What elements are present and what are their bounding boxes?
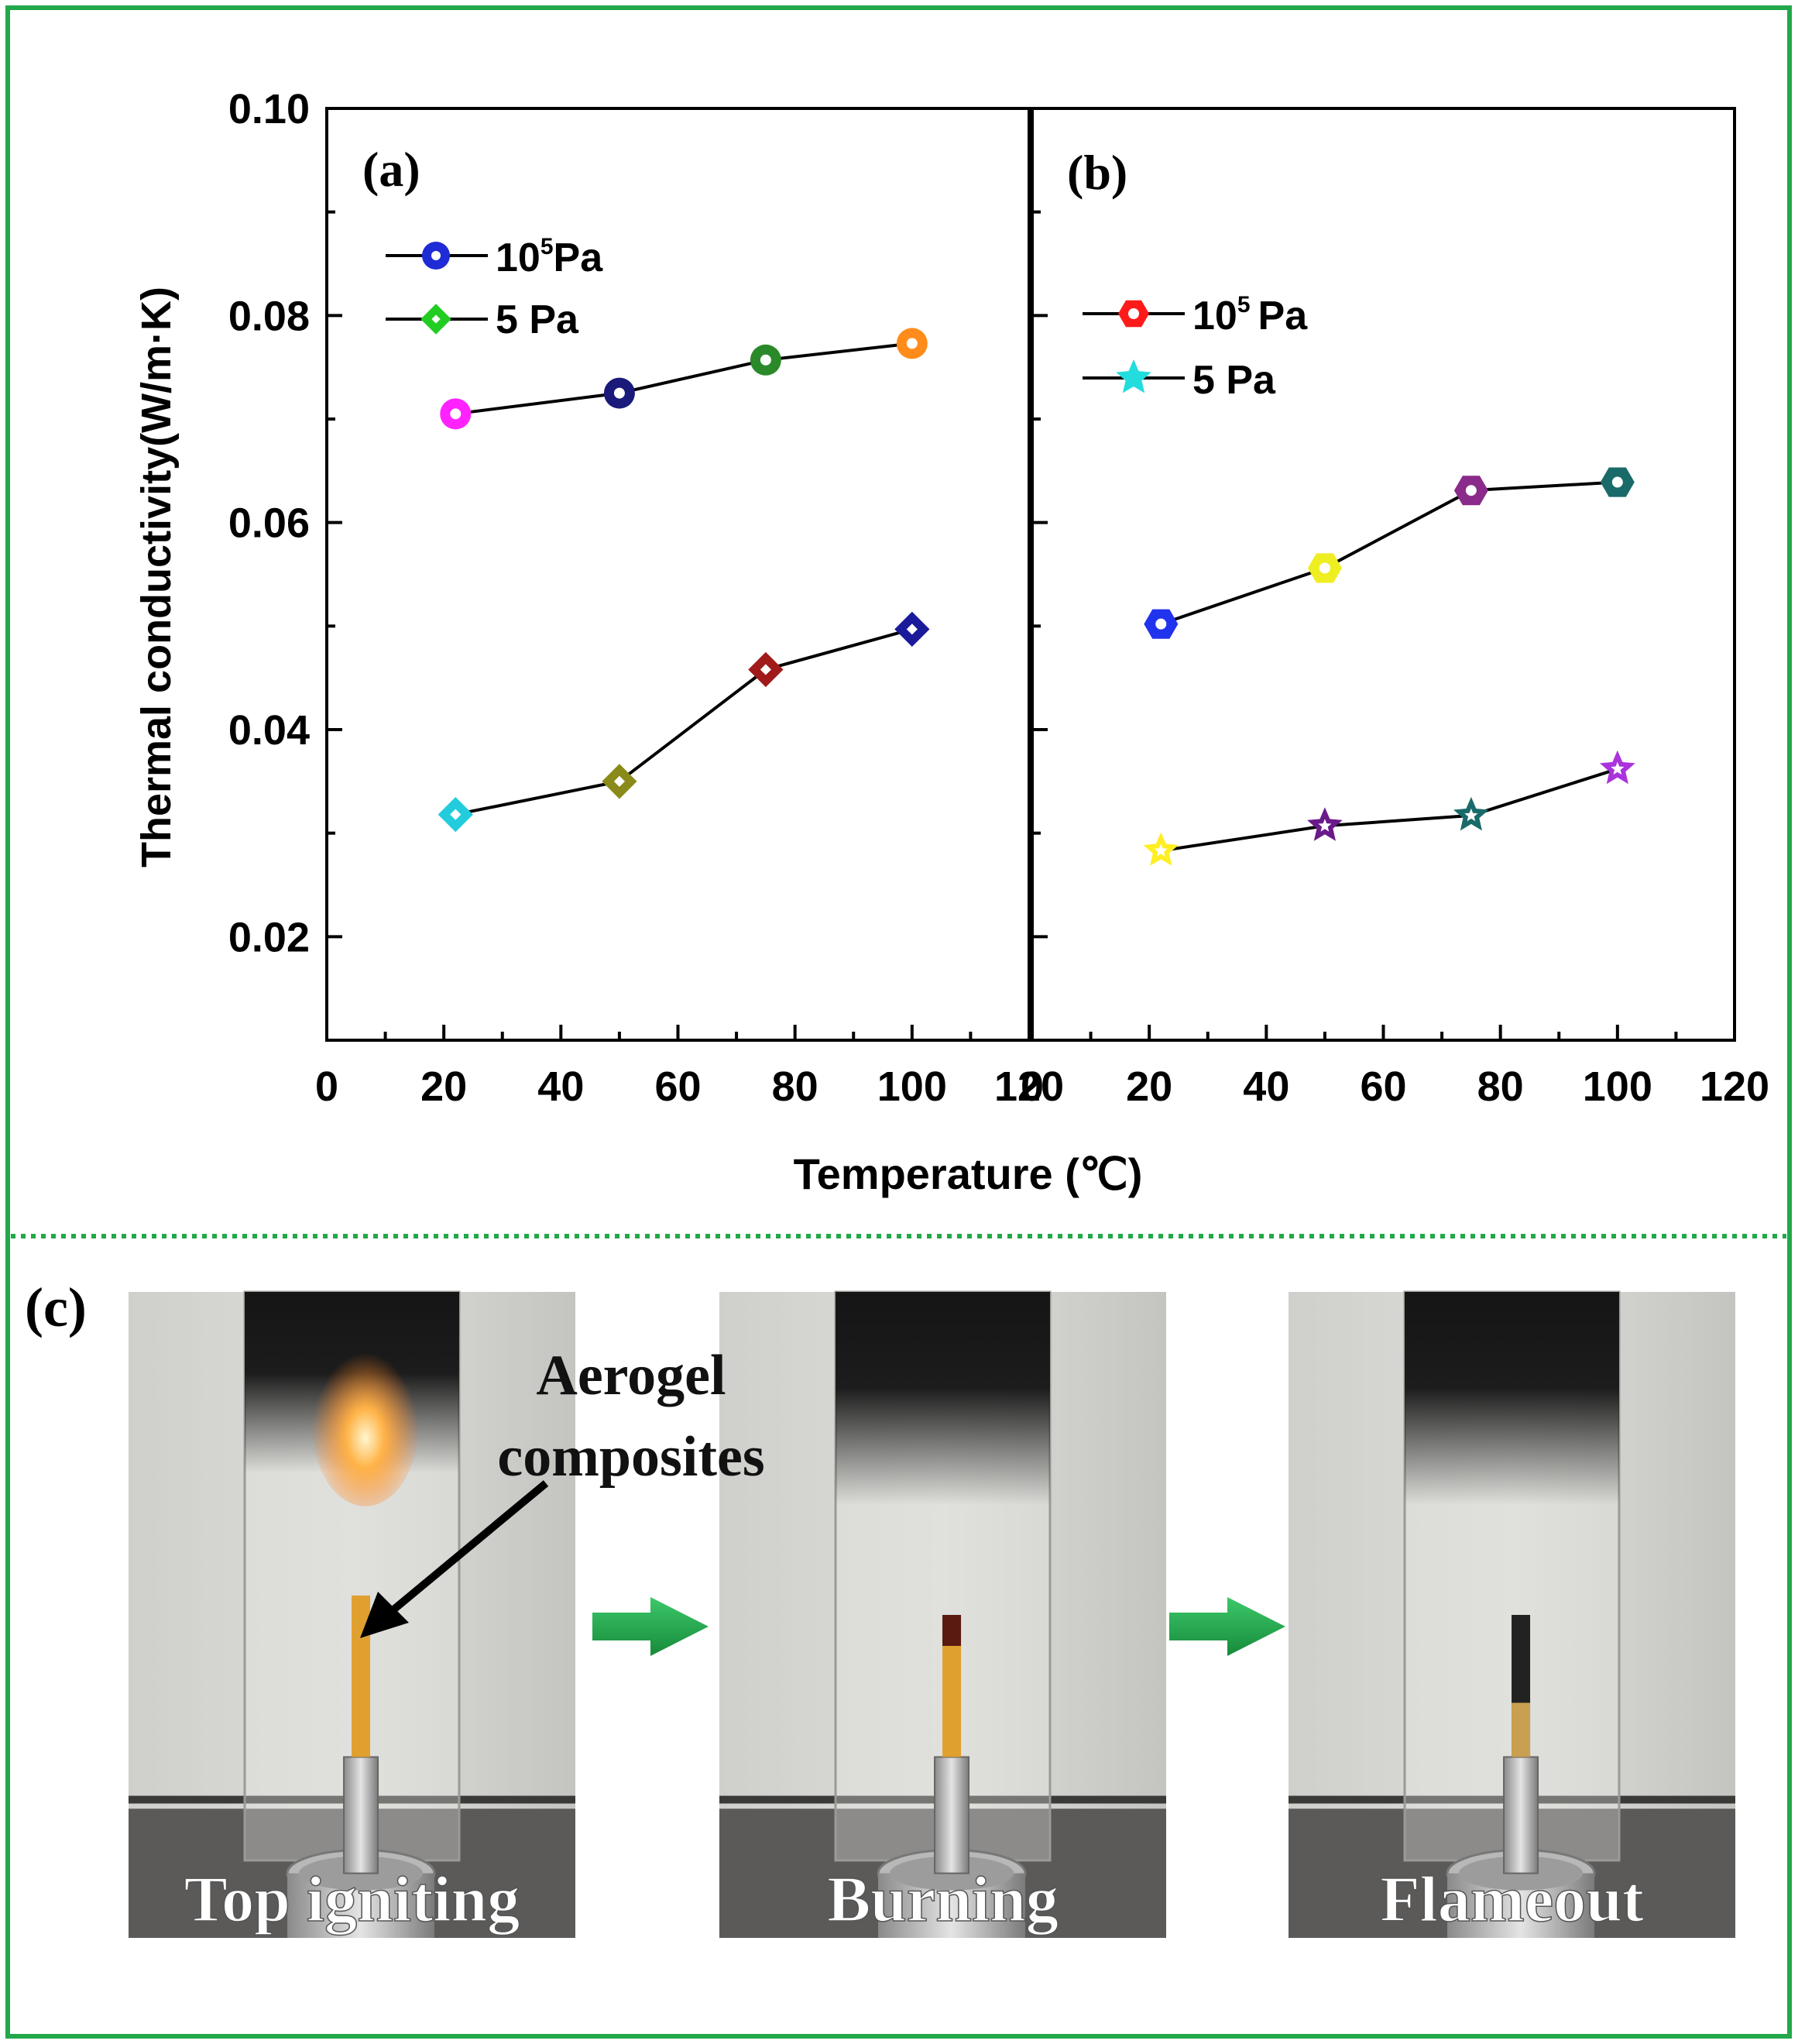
photo-label-2: Burning — [827, 1864, 1059, 1936]
data-point-b-1-2 — [1307, 553, 1342, 583]
axis-ticks-a: 0 20 40 60 80 100 120 0.02 0.04 0.06 0.08 0.10 — [228, 86, 1064, 1110]
series-line-b-2 — [1161, 767, 1618, 853]
x-tick-label: 120 — [1700, 1063, 1769, 1110]
flame — [311, 1335, 420, 1506]
plot-frame-b — [1031, 107, 1736, 1042]
x-tick-label: 80 — [772, 1063, 818, 1110]
process-arrow-1 — [592, 1597, 709, 1656]
x-tick-label: 0 — [315, 1063, 338, 1110]
chart-panel-b: 0 20 40 60 80 100 120 (b) 105 Pa 5 Pa — [1021, 107, 1769, 1110]
series-markers-b — [1143, 467, 1635, 866]
data-point-a-1-3 — [750, 344, 781, 376]
x-tick-label: 40 — [537, 1063, 584, 1110]
legend-a: 105Pa 5 Pa — [386, 234, 603, 342]
series-line-a-2 — [455, 627, 913, 816]
y-tick-label: 0.06 — [228, 500, 310, 547]
x-tick-label: 40 — [1243, 1063, 1289, 1110]
legend-b: 105 Pa 5 Pa — [1083, 292, 1308, 403]
data-point-b-2-1 — [1143, 832, 1179, 866]
x-tick-label: 60 — [654, 1063, 701, 1110]
x-tick-label: 100 — [877, 1063, 947, 1110]
x-tick-label: 60 — [1360, 1063, 1406, 1110]
legend-label-b-1: 105 Pa — [1192, 292, 1308, 338]
series-line-b-1 — [1160, 480, 1618, 626]
data-point-a-1-4 — [896, 328, 928, 359]
series-lines-a — [455, 342, 913, 816]
y-tick-label: 0.04 — [228, 707, 310, 754]
series-markers-a — [438, 328, 930, 833]
data-point-b-1-4 — [1600, 467, 1635, 497]
panel-label-c: (c) — [25, 1276, 87, 1338]
x-axis-label: Temperature (℃) — [794, 1149, 1143, 1198]
photo-strip: Top igniting Burning Flameout — [129, 1290, 1735, 1938]
data-point-b-1-1 — [1144, 609, 1179, 639]
data-point-b-1-3 — [1453, 476, 1488, 506]
data-point-b-2-2 — [1307, 807, 1343, 841]
data-point-a-1-1 — [440, 398, 472, 430]
photo-3: Flameout — [1289, 1290, 1735, 1938]
axis-ticks-b: 0 20 40 60 80 100 120 — [1021, 107, 1769, 1110]
data-point-a-2-3 — [748, 651, 784, 688]
y-tick-label: 0.02 — [228, 914, 310, 960]
data-point-a-2-4 — [894, 611, 930, 647]
legend-marker-a-diamond-hole — [431, 314, 441, 324]
x-tick-label: 20 — [420, 1063, 467, 1110]
y-tick-label: 0.08 — [228, 293, 310, 339]
x-tick-label: 0 — [1021, 1063, 1044, 1110]
x-tick-label: 20 — [1126, 1063, 1172, 1110]
data-point-a-2-1 — [438, 796, 473, 833]
data-point-a-2-2 — [602, 764, 637, 799]
process-arrow-2 — [1169, 1597, 1285, 1656]
legend-label-a-1: 105Pa — [496, 234, 603, 280]
photo-label-1: Top igniting — [184, 1864, 520, 1936]
legend-label-a-2: 5 Pa — [496, 297, 579, 342]
series-lines-b — [1160, 480, 1618, 853]
x-tick-label: 80 — [1477, 1063, 1524, 1110]
legend-marker-a-circle-hole — [431, 251, 441, 260]
data-point-a-1-2 — [603, 377, 635, 409]
legend-marker-b-star — [1116, 359, 1151, 393]
figure-border — [5, 5, 1792, 2039]
data-point-b-2-4 — [1600, 750, 1635, 785]
annotation-line-1: Aerogel — [536, 1344, 726, 1407]
data-point-b-2-3 — [1453, 796, 1489, 831]
photo-2: Burning — [719, 1290, 1166, 1938]
y-axis-label: Thermal conductivity(W/m·K) — [133, 287, 180, 867]
panel-label-b: (b) — [1067, 145, 1127, 200]
y-tick-label: 0.10 — [228, 86, 310, 132]
series-line-a-1 — [455, 342, 913, 416]
photo-label-3: Flameout — [1380, 1864, 1644, 1936]
photo-1: Top igniting — [129, 1290, 575, 1938]
panel-label-a: (a) — [362, 142, 420, 197]
x-tick-label: 100 — [1583, 1063, 1652, 1110]
x-tick-label: 120 — [994, 1063, 1064, 1110]
legend-marker-b-hexagon-hole — [1128, 308, 1139, 319]
legend-label-b-2: 5 Pa — [1192, 358, 1276, 403]
annotation-arrow — [360, 1480, 549, 1638]
annotation-line-2: composites — [497, 1425, 764, 1489]
